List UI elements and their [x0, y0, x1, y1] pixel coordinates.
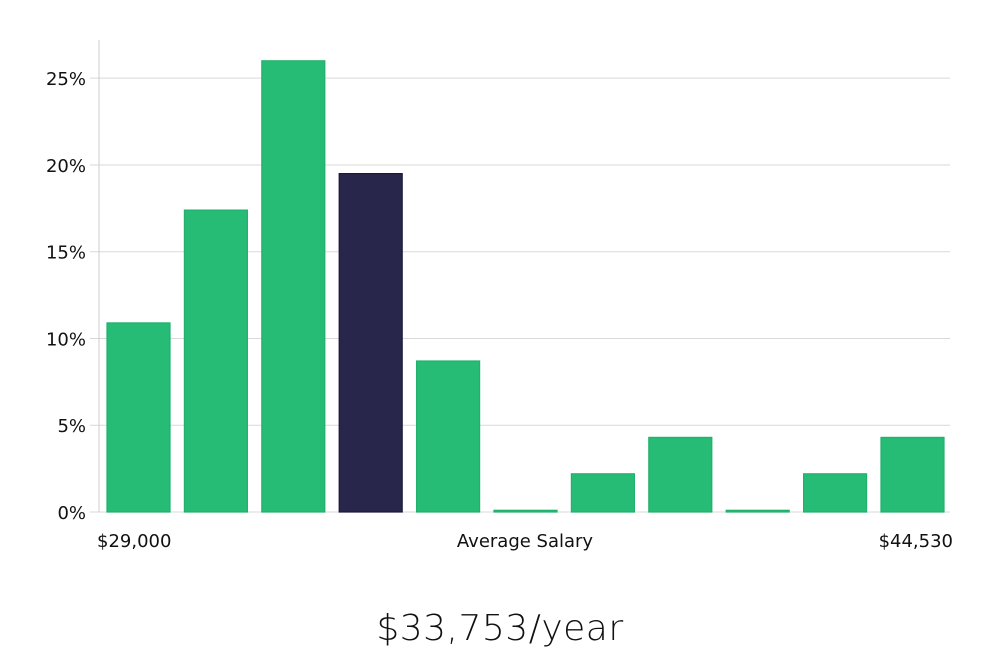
y-tick-label: 10% — [46, 329, 86, 350]
y-tick-label: 5% — [57, 416, 86, 437]
y-tick-label: 15% — [46, 243, 86, 264]
x-axis-title: Average Salary — [457, 531, 594, 552]
bar — [261, 60, 326, 513]
x-min-label: $29,000 — [97, 531, 171, 552]
average-salary-value: $33,753/year — [376, 608, 624, 649]
bar-highlighted — [338, 173, 403, 513]
y-tick-label: 25% — [46, 69, 86, 90]
x-max-label: $44,530 — [879, 531, 953, 552]
bar — [648, 436, 713, 513]
bar — [725, 509, 790, 513]
bar — [183, 209, 248, 513]
bar — [880, 436, 945, 513]
y-tick-label: 0% — [57, 503, 86, 524]
bars — [106, 60, 945, 513]
y-tick-labels: 0% 5% 10% 15% 20% 25% — [46, 69, 86, 524]
bar — [106, 322, 171, 513]
bar — [802, 473, 868, 513]
bar — [493, 509, 558, 513]
bar — [570, 473, 636, 513]
salary-histogram: 0%5%10%15%20%25% $29,000 Average Salary … — [46, 40, 953, 552]
bar — [416, 360, 481, 513]
y-tick-label: 20% — [46, 156, 86, 177]
